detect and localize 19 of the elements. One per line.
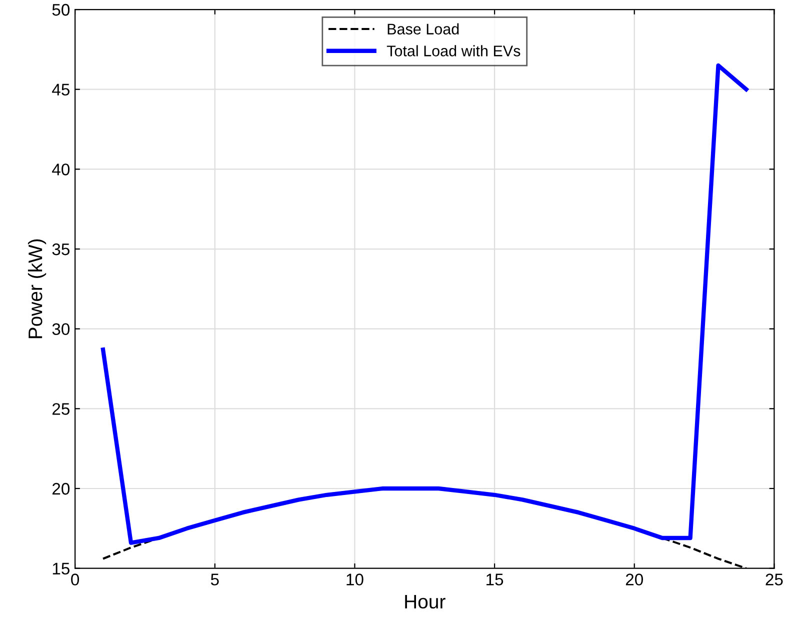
x-tick-label: 5	[210, 574, 219, 586]
y-tick-label: 20	[52, 482, 70, 495]
y-tick-label: 35	[52, 243, 70, 256]
line-series	[100, 63, 748, 545]
x-tick-label: 25	[766, 574, 783, 586]
x-tick-label: 15	[486, 574, 504, 586]
x-tick-label: 20	[626, 574, 643, 586]
y-tick-label: 25	[52, 403, 70, 415]
y-axis-title: Power (kW)	[28, 239, 46, 338]
legend-label: Total Load with EVs	[386, 45, 520, 56]
y-tick-label: 30	[52, 323, 70, 336]
legend-label: Base Load	[388, 23, 459, 34]
y-tick-label: 45	[52, 84, 70, 96]
x-tick-label: 0	[71, 574, 80, 586]
y-tick-label: 15	[52, 562, 70, 575]
y-tick-label: 40	[52, 164, 70, 176]
x-tick-label: 10	[346, 574, 364, 586]
x-axis-title: Hour	[405, 594, 446, 609]
y-tick-label: 50	[52, 4, 70, 16]
